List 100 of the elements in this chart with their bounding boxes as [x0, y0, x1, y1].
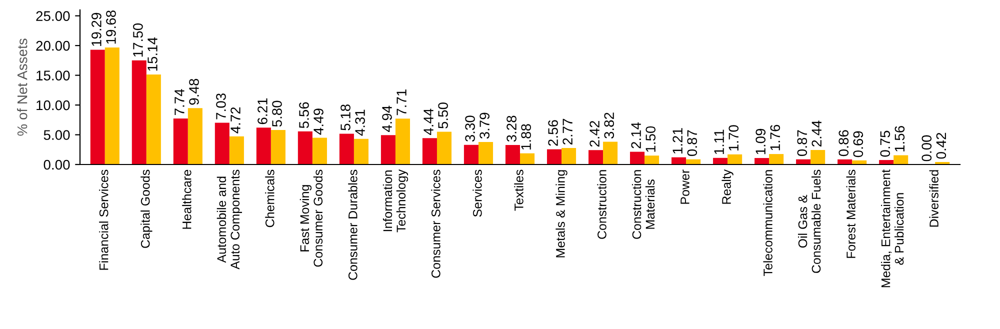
- data-label: 7.71: [396, 90, 406, 116]
- data-label: 0.42: [936, 132, 946, 159]
- data-label: 15.14: [148, 37, 158, 71]
- bar: [603, 142, 618, 164]
- bar: [672, 157, 686, 164]
- bar: [312, 138, 327, 164]
- data-label: 4.49: [314, 108, 324, 135]
- bar: [422, 138, 437, 164]
- data-label: 1.76: [770, 124, 780, 150]
- bar: [380, 135, 396, 164]
- x-tick-label: Telecommunication: [763, 170, 772, 276]
- data-label: 0.75: [880, 130, 890, 157]
- data-label: 1.88: [521, 124, 531, 150]
- x-tick-label: Consumer Durables: [348, 170, 358, 280]
- data-label: 5.56: [299, 102, 309, 128]
- x-tick-label: Diversified: [929, 170, 938, 227]
- data-label: 2.42: [590, 120, 600, 147]
- data-label: 3.79: [480, 112, 490, 139]
- bar: [644, 156, 660, 164]
- data-label: 6.21: [258, 98, 268, 124]
- x-tick-label: Healthcare: [182, 170, 192, 229]
- data-label: 1.70: [728, 125, 739, 151]
- data-label: 7.74: [174, 89, 184, 115]
- data-label: 4.44: [424, 108, 434, 135]
- data-label: 0.86: [838, 130, 849, 156]
- data-label: 9.48: [189, 78, 199, 105]
- x-tick-label: Financial Services: [99, 170, 108, 270]
- bar: [229, 136, 244, 164]
- bar: [339, 134, 354, 164]
- x-tick-label: Information Technology: [382, 169, 408, 232]
- x-tick-label: Fast Moving Consumer Goods: [300, 170, 323, 267]
- data-label: 5.18: [340, 104, 350, 130]
- bar: [188, 108, 202, 164]
- bar: [146, 74, 161, 164]
- data-label: 2.44: [812, 120, 822, 147]
- data-label: 0.00: [922, 135, 932, 162]
- x-tick-label: Metals & Mining: [556, 170, 568, 258]
- data-label: 2.77: [562, 118, 572, 145]
- data-label: 3.30: [465, 116, 475, 142]
- bar: [214, 122, 230, 164]
- y-tick-label: 5.00: [44, 130, 70, 140]
- bar: [894, 155, 908, 164]
- y-axis-title: % of Net Assets: [17, 38, 28, 136]
- x-tick-label: Construction: [597, 170, 606, 239]
- data-label: 7.03: [216, 93, 226, 120]
- data-label: 5.80: [272, 100, 282, 127]
- bar: [505, 144, 520, 164]
- bar: [769, 154, 784, 164]
- bar: [298, 131, 312, 164]
- bar: [728, 154, 742, 164]
- bar: [395, 118, 410, 164]
- x-tick-label: Automobile and Auto Components: [216, 170, 242, 270]
- data-label: 1.09: [756, 128, 766, 154]
- x-tick-label: Media, Entertainment & Publication: [881, 169, 904, 288]
- bar: [104, 47, 120, 164]
- data-label: 5.50: [438, 102, 448, 128]
- bar: [562, 148, 576, 164]
- x-tick-label: Forest Materials: [846, 170, 856, 258]
- bar: [270, 130, 286, 164]
- y-tick-label: 10.00: [36, 100, 70, 110]
- bar: [478, 142, 494, 164]
- bar: [354, 138, 368, 164]
- bar: [588, 150, 604, 164]
- data-label: 3.28: [506, 116, 516, 142]
- y-tick-label: 0.00: [44, 160, 70, 170]
- data-label: 1.56: [894, 126, 905, 152]
- x-tick-label: Oil Gas & Consumable Fuels: [798, 170, 821, 273]
- bar: [256, 128, 271, 164]
- bar: [810, 150, 826, 164]
- data-label: 2.56: [548, 120, 558, 146]
- data-label: 4.31: [355, 110, 365, 136]
- bar: [879, 160, 894, 164]
- data-label: 0.69: [853, 131, 864, 158]
- y-tick-label: 20.00: [36, 40, 70, 51]
- bar: [713, 158, 728, 164]
- bar: [90, 50, 105, 164]
- data-label: 17.50: [133, 23, 143, 57]
- data-label: 0.87: [797, 130, 808, 156]
- data-label: 3.82: [604, 112, 614, 138]
- x-tick-label: Services: [472, 170, 482, 217]
- data-label: 4.94: [382, 106, 392, 132]
- x-tick-label: Chemicals: [265, 170, 274, 228]
- data-label: 2.14: [631, 122, 641, 148]
- bar: [464, 144, 478, 164]
- bar: [630, 152, 645, 164]
- bar: [173, 118, 188, 164]
- data-label: 1.11: [714, 130, 724, 154]
- x-tick-label: Realty: [722, 169, 734, 204]
- x-tick-label: Textiles: [514, 170, 524, 211]
- x-tick-label: Power: [680, 170, 690, 204]
- x-tick-label: Construction Materials: [632, 170, 655, 239]
- bar: [436, 132, 452, 164]
- data-label: 1.21: [672, 128, 682, 154]
- data-label: 0.87: [687, 130, 698, 156]
- bar: [754, 158, 770, 164]
- data-label: 1.50: [646, 126, 656, 152]
- bar: [546, 149, 562, 164]
- bar: [132, 60, 146, 164]
- x-tick-label: Capital Goods: [140, 170, 152, 248]
- y-tick-label: 15.00: [36, 70, 70, 80]
